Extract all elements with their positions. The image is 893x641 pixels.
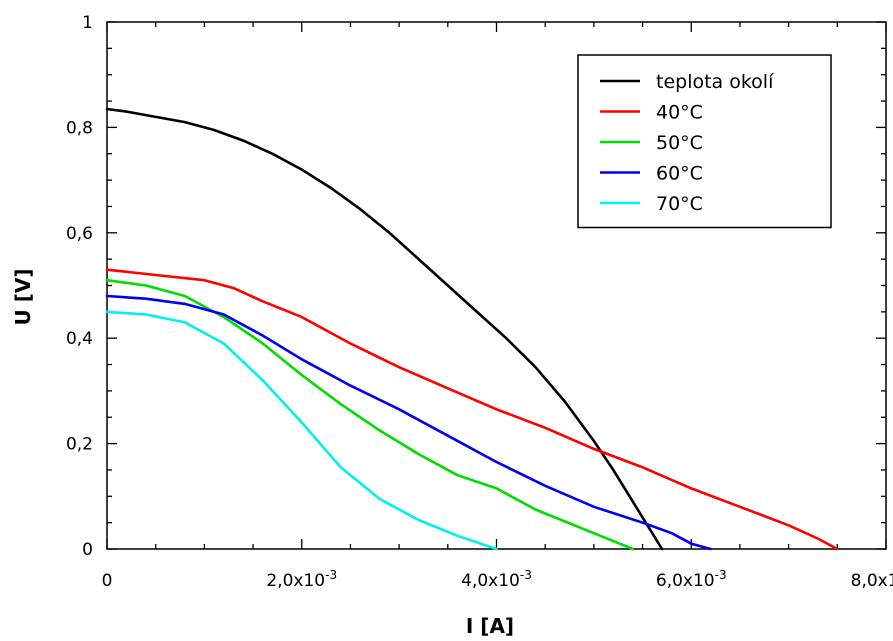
x-tick-exponent: -3	[520, 568, 532, 582]
x-tick-label: 0	[102, 571, 113, 591]
x-tick-label: 6,0x10-3	[656, 568, 727, 591]
series-line-2	[105, 278, 635, 551]
x-tick-label: 8,0x10-3	[851, 568, 893, 591]
series-line-3	[105, 294, 713, 551]
x-tick-mantissa: 0	[102, 571, 113, 591]
y-tick-label: 0,8	[66, 118, 93, 138]
legend-label: 60°C	[656, 163, 703, 185]
y-tick-label: 0,2	[66, 435, 93, 455]
series-line-4	[105, 310, 498, 551]
x-tick-labels: 02,0x10-34,0x10-36,0x10-38,0x10-3	[102, 568, 893, 591]
legend-label: 40°C	[656, 102, 703, 124]
x-tick-mantissa: 6,0x10	[656, 571, 715, 591]
y-tick-labels: 0 0,2 0,4 0,6 0,8 1	[66, 13, 93, 560]
series-lines	[105, 107, 839, 551]
legend-label: teplota okolí	[656, 71, 774, 93]
axis-ticks	[106, 21, 887, 550]
legend: teplota okolí 40°C 50°C 60°C 70°C	[577, 54, 832, 229]
x-tick-label: 4,0x10-3	[461, 568, 532, 591]
series-line-1	[105, 268, 839, 551]
y-tick-label: 0	[82, 540, 93, 560]
legend-label: 50°C	[656, 132, 703, 154]
x-tick-exponent: -3	[325, 568, 337, 582]
y-axis-title: U [V]	[11, 269, 35, 326]
x-axis-title: I [A]	[466, 614, 514, 638]
y-tick-label: 0,6	[66, 224, 93, 244]
x-tick-exponent: -3	[715, 568, 727, 582]
x-tick-label: 2,0x10-3	[266, 568, 337, 591]
x-tick-mantissa: 2,0x10	[266, 571, 325, 591]
x-tick-mantissa: 4,0x10	[461, 571, 520, 591]
legend-label: 70°C	[656, 193, 703, 215]
x-tick-mantissa: 8,0x10	[851, 571, 893, 591]
y-tick-label: 1	[82, 13, 93, 33]
series-line-0	[105, 107, 664, 551]
y-tick-label: 0,4	[66, 329, 93, 349]
